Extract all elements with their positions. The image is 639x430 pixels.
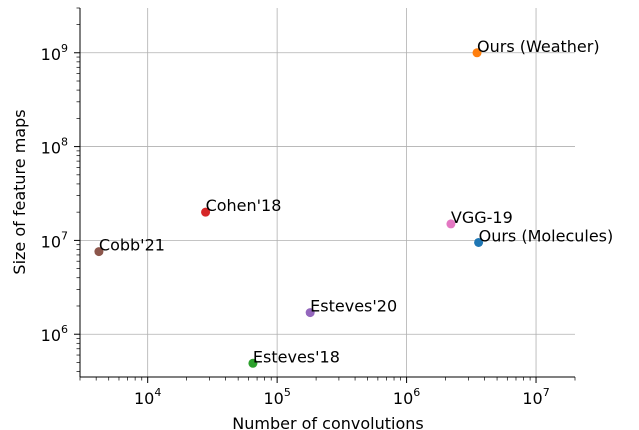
x-axis-label: Number of convolutions bbox=[232, 414, 423, 430]
data-point bbox=[446, 219, 456, 229]
y-tick-label: 106 bbox=[41, 323, 68, 345]
x-tick-label: 105 bbox=[263, 386, 290, 408]
x-tick-label: 106 bbox=[393, 386, 420, 408]
point-label: Esteves'20 bbox=[310, 297, 397, 316]
y-tick-label: 107 bbox=[41, 229, 68, 251]
point-label: Ours (Weather) bbox=[477, 37, 600, 56]
point-label: VGG-19 bbox=[451, 208, 513, 227]
grid-lines bbox=[80, 8, 575, 377]
point-label: Esteves'18 bbox=[253, 347, 340, 366]
data-point bbox=[248, 358, 258, 368]
data-point bbox=[201, 207, 211, 217]
data-point bbox=[474, 237, 484, 247]
data-point bbox=[94, 247, 104, 257]
x-tick-label: 104 bbox=[134, 386, 161, 408]
point-label: Cohen'18 bbox=[206, 196, 282, 215]
x-tick-label: 107 bbox=[522, 386, 549, 408]
data-point bbox=[472, 48, 482, 58]
axis-ticks: 104 105 106 107 106 107 108 109 bbox=[41, 7, 576, 408]
y-tick-label: 108 bbox=[41, 136, 68, 158]
point-label: Ours (Molecules) bbox=[479, 226, 614, 245]
point-label: Cobb'21 bbox=[99, 236, 165, 255]
data-point bbox=[305, 308, 315, 318]
y-axis-label: Size of feature maps bbox=[10, 109, 29, 274]
y-tick-label: 109 bbox=[41, 42, 68, 64]
axes-frame bbox=[79, 8, 575, 378]
